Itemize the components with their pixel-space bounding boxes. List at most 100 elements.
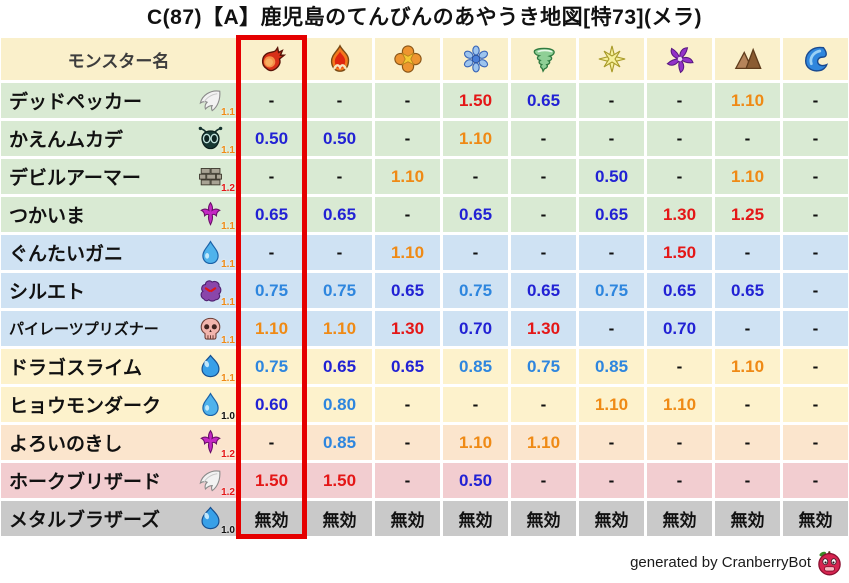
monster-icon-wrap: 1.1	[197, 315, 235, 346]
monster-icon-wrap: 1.2	[197, 467, 235, 498]
monster-name: シルエト	[9, 282, 86, 303]
value-cell: -	[511, 159, 576, 194]
value-cell: -	[783, 197, 848, 232]
brick-icon	[199, 168, 222, 186]
ghost-icon	[200, 280, 222, 302]
value-cell: -	[375, 121, 440, 156]
value-cell: 無効	[783, 501, 848, 536]
slime-icon	[201, 506, 220, 530]
value-cell: -	[783, 463, 848, 498]
value-cell: -	[511, 463, 576, 498]
monster-icon-wrap: 1.1	[197, 239, 235, 270]
monster-row-name-cell: つかいま 1.1	[1, 197, 236, 232]
monster-row-name-cell: シルエト 1.1	[1, 273, 236, 308]
value-cell: 0.65	[239, 197, 304, 232]
monster-row-name-cell: メタルブラザーズ 1.0	[1, 501, 236, 536]
monster-name: ぐんたいガニ	[9, 244, 124, 265]
value-cell: 無効	[579, 501, 644, 536]
value-cell: -	[239, 425, 304, 460]
value-cell: -	[783, 159, 848, 194]
pinwheel-icon	[666, 47, 694, 74]
value-cell: -	[579, 235, 644, 270]
value-cell: 0.65	[647, 273, 712, 308]
value-cell: -	[579, 311, 644, 346]
monster-level: 1.2	[221, 183, 235, 194]
value-cell: -	[783, 425, 848, 460]
value-cell: 1.30	[647, 197, 712, 232]
value-cell: 1.10	[443, 121, 508, 156]
value-cell: -	[511, 235, 576, 270]
value-cell: 0.80	[307, 387, 372, 422]
value-cell: 0.65	[307, 197, 372, 232]
monster-level: 1.2	[221, 449, 235, 460]
element-header-cell	[511, 38, 576, 80]
credit-text: generated by CranberryBot	[630, 553, 811, 571]
value-cell: 0.75	[579, 273, 644, 308]
monster-icon-wrap: 1.1	[197, 277, 235, 308]
value-cell: -	[511, 387, 576, 422]
value-cell: 1.10	[375, 235, 440, 270]
value-cell: -	[783, 83, 848, 118]
monster-level: 1.2	[221, 487, 235, 498]
value-cell: 0.65	[511, 83, 576, 118]
monster-name: デッドペッカー	[9, 92, 143, 113]
monster-name: ホークブリザード	[9, 472, 162, 493]
footer: generated by CranberryBot	[630, 547, 843, 577]
value-cell: 0.75	[443, 273, 508, 308]
fireball-icon	[261, 45, 286, 72]
monster-icon-wrap: 1.1	[197, 87, 235, 118]
monster-name: かえんムカデ	[9, 130, 124, 151]
value-cell: 1.50	[307, 463, 372, 498]
element-header-cell	[443, 38, 508, 80]
bug-icon	[198, 126, 223, 150]
monster-name: デビルアーマー	[9, 168, 141, 189]
slime-icon	[201, 354, 220, 378]
flame-icon	[330, 44, 349, 72]
value-cell: 0.85	[443, 349, 508, 384]
resistance-table: モンスター名	[1, 38, 848, 536]
value-cell: -	[443, 159, 508, 194]
value-cell: 0.65	[579, 197, 644, 232]
value-cell: 1.10	[239, 311, 304, 346]
value-cell: -	[715, 425, 780, 460]
element-header-cell	[307, 38, 372, 80]
element-header-cell	[647, 38, 712, 80]
monster-level: 1.1	[221, 259, 235, 270]
tornado-icon	[533, 47, 555, 73]
value-cell: 0.75	[239, 349, 304, 384]
monster-name: メタルブラザーズ	[9, 510, 161, 531]
value-cell: -	[783, 387, 848, 422]
value-cell: 0.75	[239, 273, 304, 308]
value-cell: 0.65	[715, 273, 780, 308]
value-cell: 1.50	[647, 235, 712, 270]
value-cell: -	[239, 235, 304, 270]
value-cell: -	[443, 387, 508, 422]
element-header-cell	[239, 38, 304, 80]
value-cell: -	[783, 273, 848, 308]
value-cell: -	[579, 425, 644, 460]
element-header-cell	[715, 38, 780, 80]
monster-icon-wrap: 1.0	[197, 505, 235, 536]
starburst-icon	[598, 45, 625, 73]
monster-icon-wrap: 1.2	[197, 429, 235, 460]
cranberry-icon	[818, 550, 841, 575]
value-cell: -	[715, 235, 780, 270]
value-cell: -	[647, 425, 712, 460]
value-cell: 0.50	[443, 463, 508, 498]
value-cell: -	[715, 311, 780, 346]
value-cell: -	[647, 349, 712, 384]
value-cell: -	[511, 121, 576, 156]
trident-icon	[200, 201, 221, 226]
value-cell: 0.70	[443, 311, 508, 346]
value-cell: 1.50	[443, 83, 508, 118]
value-cell: 無効	[239, 501, 304, 536]
value-cell: 1.30	[375, 311, 440, 346]
value-cell: -	[783, 311, 848, 346]
value-cell: 0.65	[375, 273, 440, 308]
value-cell: 0.60	[239, 387, 304, 422]
monster-name-header: モンスター名	[1, 38, 236, 80]
value-cell: 0.65	[375, 349, 440, 384]
value-cell: 0.50	[239, 121, 304, 156]
value-cell: 0.85	[307, 425, 372, 460]
value-cell: -	[375, 387, 440, 422]
